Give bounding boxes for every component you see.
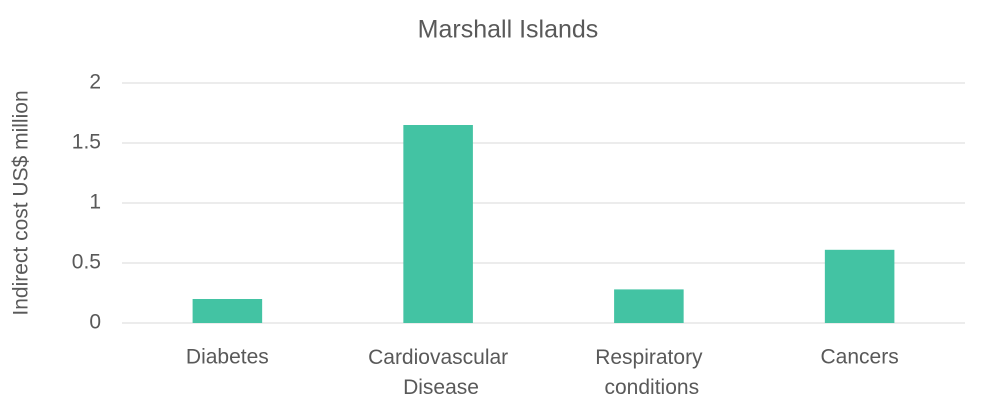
chart-title: Marshall Islands [418, 16, 599, 44]
bar [824, 249, 895, 323]
y-axis-label: Indirect cost US$ million [10, 90, 33, 315]
x-tick-label: Cardiovascular Disease [368, 346, 508, 399]
y-tick-label: 1 [89, 191, 101, 214]
y-tick-label: 0.5 [72, 251, 101, 274]
x-tick-label: Diabetes [186, 346, 269, 369]
bar [614, 289, 684, 323]
x-tick-label: Cancers [821, 346, 899, 369]
bar [403, 125, 473, 323]
y-tick-label: 0 [89, 311, 101, 334]
bar [192, 299, 263, 323]
y-tick-label: 1.5 [72, 131, 101, 154]
x-tick-label: Respiratory conditions [595, 346, 703, 399]
y-tick-label: 2 [89, 71, 101, 94]
